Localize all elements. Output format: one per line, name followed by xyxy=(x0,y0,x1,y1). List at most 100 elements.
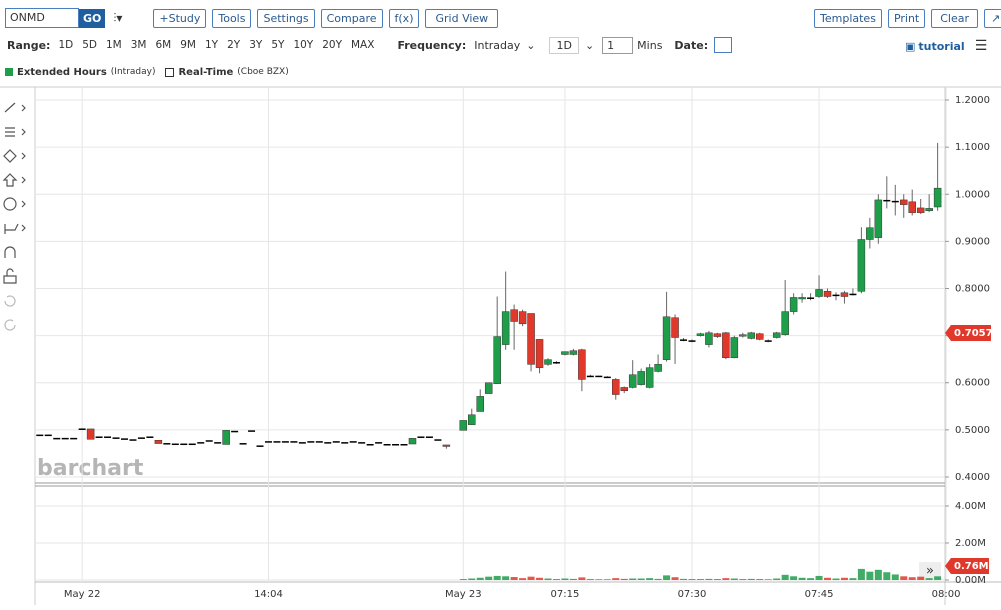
go-button[interactable]: GO xyxy=(79,8,106,28)
symbol-input[interactable]: ONMD xyxy=(5,8,79,28)
volume-bar xyxy=(586,579,594,580)
period[interactable]: 1D xyxy=(549,36,579,54)
x-tick-label: 07:15 xyxy=(551,589,580,600)
range-option[interactable]: 20Y xyxy=(322,39,342,51)
y-tick-label: 0.9000 xyxy=(955,236,990,247)
candle-body xyxy=(408,438,417,445)
candle-body xyxy=(121,438,128,440)
range-option[interactable]: 1Y xyxy=(205,39,219,51)
volume-bar xyxy=(849,578,857,580)
tool-line[interactable] xyxy=(4,102,26,113)
tool-measure[interactable] xyxy=(4,223,26,234)
range-option[interactable]: 2Y xyxy=(227,39,241,51)
candle-body xyxy=(569,350,578,355)
legend-note: (Intraday) xyxy=(110,67,156,77)
candle-body xyxy=(832,294,840,297)
button[interactable]: Print xyxy=(887,8,926,28)
volume-bar xyxy=(595,579,603,580)
volume-bar xyxy=(883,572,891,580)
candle-body xyxy=(747,332,756,339)
legend-extended[interactable]: Extended Hours xyxy=(17,66,107,78)
candle-body xyxy=(713,333,722,337)
tool-shape[interactable] xyxy=(3,149,26,163)
button[interactable]: f(x) xyxy=(388,8,420,28)
volume-bar xyxy=(561,578,569,580)
candle-body xyxy=(688,340,696,342)
candle-body xyxy=(518,311,527,325)
volume-bar xyxy=(620,578,628,580)
calendar-button[interactable] xyxy=(714,37,733,53)
candle-body xyxy=(527,313,535,365)
frequency-label: Frequency: xyxy=(397,38,467,52)
range-option[interactable]: 3M xyxy=(130,39,147,51)
button[interactable]: Templates xyxy=(814,8,882,28)
range-label: Range: xyxy=(7,38,51,52)
tool-magnet[interactable] xyxy=(4,246,16,258)
volume-bar xyxy=(459,579,467,580)
candle-body xyxy=(400,444,408,446)
range-option[interactable]: 5D xyxy=(82,39,97,51)
volume-bar xyxy=(569,578,577,580)
toolbar: ONMD GO ⫶▾ +Study Tools Settings Compare… xyxy=(5,8,504,28)
tutorial-link[interactable]: tutorial xyxy=(918,39,965,53)
tool-lock[interactable] xyxy=(3,268,17,284)
candle-body xyxy=(425,436,433,438)
volume-bar xyxy=(900,576,908,580)
candle-body xyxy=(815,289,823,297)
range-option[interactable]: 9M xyxy=(180,39,196,51)
frequency[interactable]: Intraday xyxy=(474,38,521,52)
tool-text[interactable] xyxy=(3,197,17,211)
volume-bar xyxy=(637,578,645,580)
volume-bar xyxy=(671,577,679,580)
candle-body xyxy=(231,430,239,433)
menu[interactable]: ☰ xyxy=(974,38,988,54)
volume-bar xyxy=(764,579,772,580)
range-option[interactable]: 10Y xyxy=(293,39,314,51)
fullscreen-button[interactable]: ↗ xyxy=(984,8,1001,28)
y-tick-label: 0.6000 xyxy=(955,378,990,389)
range-option[interactable]: 1M xyxy=(106,39,122,51)
candle-body xyxy=(61,437,69,440)
tool-redo[interactable] xyxy=(4,319,16,331)
drawing-tools[interactable] xyxy=(2,102,26,331)
candle-body xyxy=(273,441,281,443)
candle-body xyxy=(908,201,916,213)
candle-body xyxy=(137,437,145,439)
collapse-button[interactable] xyxy=(919,562,941,580)
volume-bar xyxy=(612,578,620,580)
button[interactable]: Clear xyxy=(931,8,979,28)
tool-fib[interactable] xyxy=(5,127,26,137)
collapse-icon[interactable]: » xyxy=(926,564,934,579)
range-option[interactable]: 5Y xyxy=(271,39,285,51)
candle-body xyxy=(916,207,925,213)
volume-bar xyxy=(654,578,662,580)
button[interactable]: Settings xyxy=(257,8,315,28)
volume-bar xyxy=(857,568,865,580)
legend-realtime[interactable]: Real-Time xyxy=(178,66,234,78)
volume-tick-label: 0.00M xyxy=(955,575,986,586)
range-option[interactable]: 3Y xyxy=(249,39,263,51)
tool-arrow[interactable] xyxy=(2,173,26,187)
candle-body xyxy=(358,442,366,444)
x-tick-label: 14:04 xyxy=(254,589,283,600)
range-option[interactable]: 1D xyxy=(58,39,74,51)
mins-input[interactable]: 1 xyxy=(602,36,634,54)
candle-body xyxy=(154,439,163,444)
button[interactable]: +Study xyxy=(153,8,207,28)
button[interactable]: Tools xyxy=(212,8,252,28)
candle-body xyxy=(866,227,874,240)
volume-bar xyxy=(925,578,933,580)
legend-note: (Cboe BZX) xyxy=(237,67,289,77)
button[interactable]: Compare xyxy=(320,8,383,28)
chart-type-icon[interactable]: ⫶▾ xyxy=(113,10,123,25)
last-volume-box xyxy=(945,557,989,574)
y-tick-label: 1.0000 xyxy=(955,189,990,200)
range-option[interactable]: 6M xyxy=(155,39,172,51)
range-option[interactable]: MAX xyxy=(351,39,375,51)
volume-bar xyxy=(468,578,476,580)
tool-undo[interactable] xyxy=(4,295,16,307)
button[interactable]: Grid View xyxy=(425,8,499,28)
toolbar-right: Templates Print Clear ↗ xyxy=(814,8,1001,28)
candle-body xyxy=(417,436,425,438)
